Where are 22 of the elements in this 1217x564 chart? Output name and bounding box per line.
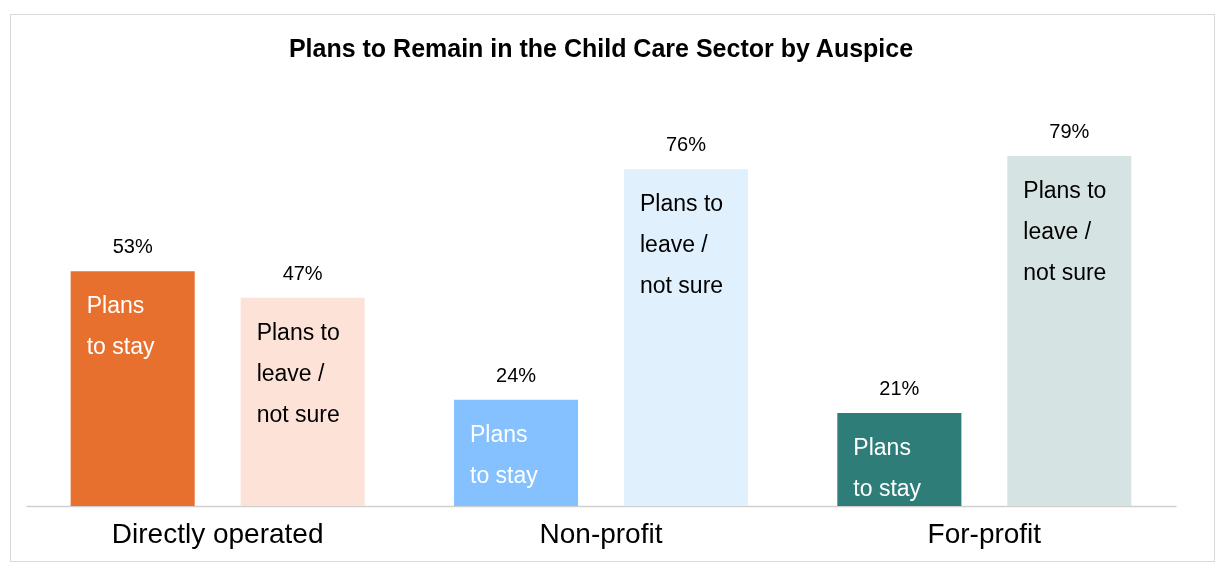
series-label: Plans to leave / not sure [256,318,340,427]
text: Plans to leave / not sure [639,190,724,299]
text: Plans to leave / not sure [1023,177,1107,285]
x-tick-label: Non-profit [539,517,663,549]
text: Plans to stay [86,292,155,360]
data-label: 24% [496,363,537,386]
data-label: 47% [282,261,323,284]
bar [837,412,962,506]
series-label: Plans to stay [853,433,922,501]
text: Plans to stay [470,420,538,488]
bar [70,271,195,506]
data-label: 79% [1049,120,1090,142]
bar [1007,156,1132,506]
x-tick-label: For-profit [927,517,1042,549]
chart-title: Plans to Remain in the Child Care Sector by Auspice [288,34,914,62]
bar [623,169,749,506]
bar [240,297,365,506]
data-label: 76% [665,133,707,156]
x-tick-label: Directly operated [111,517,324,549]
bar [453,399,579,506]
data-label: 53% [112,235,153,258]
data-label: 21% [879,376,920,399]
